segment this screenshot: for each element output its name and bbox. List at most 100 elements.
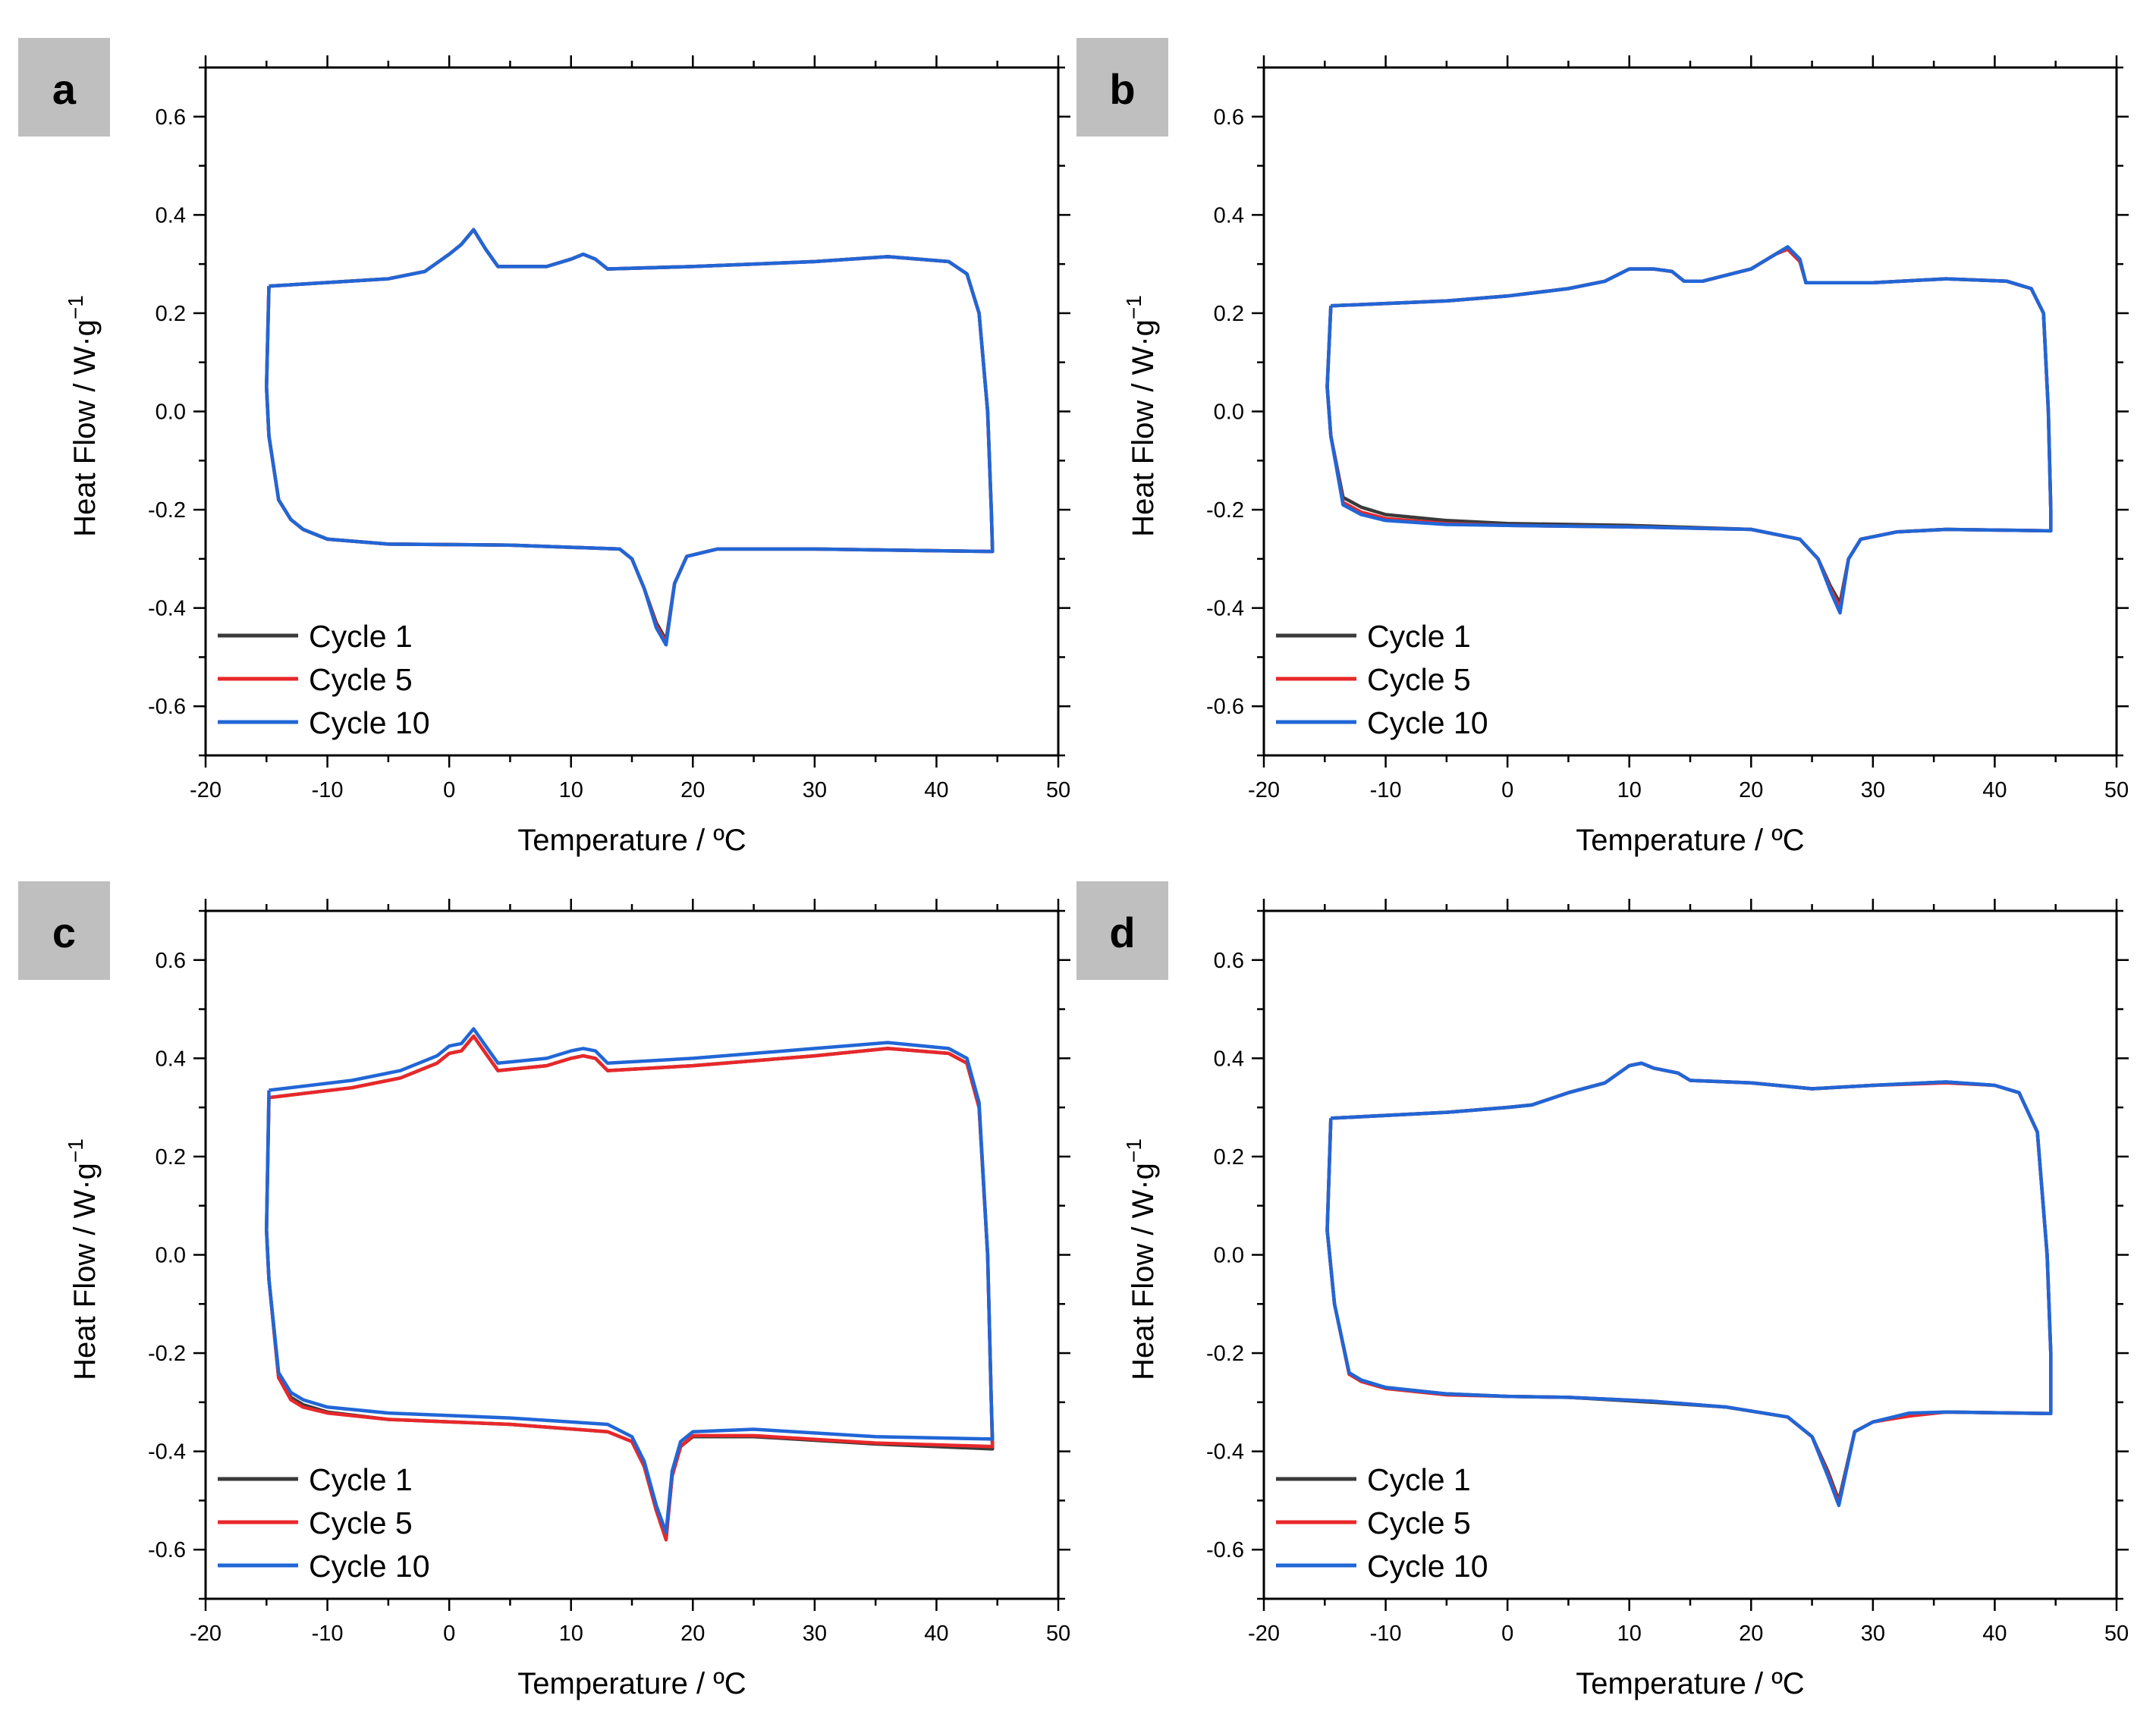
panel-c: c -20 -10 0 10 20 30 40 50 -0.6 -0.4 -0.2 0.0 0.2 0.4 0… bbox=[18, 881, 1070, 1700]
x-tick-label: 30 bbox=[803, 1622, 827, 1646]
y-tick-label: 0.2 bbox=[1214, 302, 1244, 326]
x-axis-title: Temperature / ºC bbox=[517, 824, 746, 857]
x-tick-label: 10 bbox=[559, 1622, 583, 1646]
y-axis-title-text: Heat Flow / W·g bbox=[68, 319, 102, 537]
legend-label: Cycle 10 bbox=[1367, 705, 1488, 740]
y-tick-label: -0.6 bbox=[1206, 1538, 1244, 1562]
y-tick-label: -0.4 bbox=[148, 1440, 186, 1465]
x-tick-label: -10 bbox=[312, 1622, 344, 1646]
series-line-cycle-10 bbox=[1325, 1061, 2053, 1508]
y-axis-title: Heat Flow / W·g−1 bbox=[1122, 1138, 1160, 1380]
x-tick-label: -20 bbox=[190, 1622, 222, 1646]
panel-d: d -20 -10 0 10 20 30 40 50 -0.6 -0.4 -0.2 0.0 0.2 0.4 0… bbox=[1076, 881, 2129, 1700]
series-group bbox=[265, 1027, 995, 1542]
y-tick-label: -0.6 bbox=[148, 695, 186, 719]
legend-label: Cycle 1 bbox=[309, 619, 413, 654]
panel-letter: a bbox=[52, 65, 77, 113]
y-tick-label: 0.4 bbox=[1214, 1047, 1244, 1071]
x-tick-label: 30 bbox=[1861, 778, 1885, 802]
x-tick-label: 50 bbox=[1046, 778, 1070, 802]
x-tick-label: -20 bbox=[190, 778, 222, 802]
x-tick-label: 50 bbox=[1046, 1622, 1070, 1646]
y-axis-title: Heat Flow / W·g−1 bbox=[1122, 295, 1160, 537]
x-tick-label: 20 bbox=[680, 1622, 705, 1646]
y-tick-label: 0.0 bbox=[156, 400, 186, 425]
x-tick-label: 30 bbox=[803, 778, 827, 802]
y-axis-title: Heat Flow / W·g−1 bbox=[64, 1138, 102, 1380]
x-tick-label: 40 bbox=[924, 778, 948, 802]
series-line-cycle-1 bbox=[265, 228, 995, 642]
x-tick-label: 10 bbox=[1617, 778, 1642, 802]
x-tick-label: 40 bbox=[924, 1622, 948, 1646]
x-tick-label: 0 bbox=[1501, 1622, 1513, 1646]
series-line-cycle-5 bbox=[265, 228, 995, 645]
x-tick-label: -10 bbox=[1370, 778, 1402, 802]
panel-letter: c bbox=[52, 909, 76, 956]
series-line-cycle-10 bbox=[1325, 245, 2053, 615]
y-tick-label: -0.4 bbox=[1206, 597, 1244, 621]
panel-label-box bbox=[18, 881, 110, 980]
y-tick-label: -0.2 bbox=[148, 1342, 186, 1366]
legend-label: Cycle 1 bbox=[309, 1462, 413, 1497]
series-group bbox=[265, 228, 995, 647]
x-axis-title: Temperature / ºC bbox=[517, 1667, 746, 1700]
x-tick-label: -20 bbox=[1248, 1622, 1280, 1646]
y-tick-label: -0.6 bbox=[1206, 695, 1244, 719]
x-tick-label: 20 bbox=[1739, 778, 1763, 802]
y-tick-label: 0.6 bbox=[1214, 105, 1244, 130]
panel-label-box bbox=[1076, 38, 1168, 137]
y-tick-label: 0.6 bbox=[156, 105, 186, 130]
y-tick-label: 0.0 bbox=[1214, 400, 1244, 425]
panel-letter: b bbox=[1109, 65, 1135, 113]
x-tick-label: 50 bbox=[2104, 1622, 2129, 1646]
x-tick-label: 20 bbox=[1739, 1622, 1763, 1646]
legend-label: Cycle 5 bbox=[1367, 1506, 1471, 1540]
y-tick-label: -0.4 bbox=[148, 597, 186, 621]
series-line-cycle-10 bbox=[265, 228, 995, 647]
panel-label-box bbox=[18, 38, 110, 137]
y-tick-label: 0.2 bbox=[156, 1145, 186, 1170]
series-line-cycle-1 bbox=[1325, 1061, 2053, 1502]
y-tick-label: 0.0 bbox=[156, 1244, 186, 1268]
y-tick-label: 0.2 bbox=[156, 302, 186, 326]
legend-label: Cycle 5 bbox=[1367, 662, 1471, 697]
panel-b: b -20 -10 0 10 20 30 40 50 -0.6 -0.4 -0.2 0.0 0.2 0.4 0… bbox=[1076, 38, 2129, 857]
legend-label: Cycle 5 bbox=[309, 1506, 413, 1540]
series-line-cycle-5 bbox=[1325, 1061, 2053, 1505]
legend-label: Cycle 1 bbox=[1367, 1462, 1471, 1497]
x-tick-label: 10 bbox=[1617, 1622, 1642, 1646]
y-tick-label: 0.2 bbox=[1214, 1145, 1244, 1170]
y-tick-label: -0.2 bbox=[148, 498, 186, 523]
y-tick-label: -0.2 bbox=[1206, 498, 1244, 523]
y-tick-label: 0.4 bbox=[156, 1047, 186, 1071]
legend-label: Cycle 10 bbox=[309, 705, 430, 740]
y-axis-title-text: Heat Flow / W·g bbox=[1127, 319, 1160, 537]
y-tick-label: 0.6 bbox=[1214, 949, 1244, 973]
y-tick-label: 0.4 bbox=[156, 203, 186, 228]
x-tick-label: 0 bbox=[443, 778, 455, 802]
legend-label: Cycle 5 bbox=[309, 662, 413, 697]
x-tick-label: 0 bbox=[1501, 778, 1513, 802]
x-tick-label: 40 bbox=[1982, 778, 2007, 802]
y-tick-label: -0.6 bbox=[148, 1538, 186, 1562]
x-tick-label: -10 bbox=[312, 778, 344, 802]
legend-label: Cycle 10 bbox=[309, 1549, 430, 1584]
x-axis-title: Temperature / ºC bbox=[1576, 824, 1804, 857]
series-group bbox=[1325, 245, 2053, 615]
y-tick-label: -0.2 bbox=[1206, 1342, 1244, 1366]
y-axis-title-text: Heat Flow / W·g bbox=[68, 1163, 102, 1380]
x-tick-label: 50 bbox=[2104, 778, 2129, 802]
legend-label: Cycle 10 bbox=[1367, 1549, 1488, 1584]
x-tick-label: -10 bbox=[1370, 1622, 1402, 1646]
panel-letter: d bbox=[1109, 909, 1135, 956]
y-tick-label: 0.6 bbox=[156, 949, 186, 973]
x-tick-label: 0 bbox=[443, 1622, 455, 1646]
series-line-cycle-5 bbox=[1325, 247, 2053, 610]
x-tick-label: -20 bbox=[1248, 778, 1280, 802]
series-group bbox=[1325, 1061, 2053, 1508]
y-axis-title-superscript: −1 bbox=[64, 1138, 87, 1163]
legend-label: Cycle 1 bbox=[1367, 619, 1471, 654]
panel-a: a -20 -10 0 10 20 30 40 50 -0.6 -0.4 -0.2 0.0 0.2 0.4 0… bbox=[18, 38, 1070, 857]
y-axis-title-superscript: −1 bbox=[1122, 295, 1146, 319]
